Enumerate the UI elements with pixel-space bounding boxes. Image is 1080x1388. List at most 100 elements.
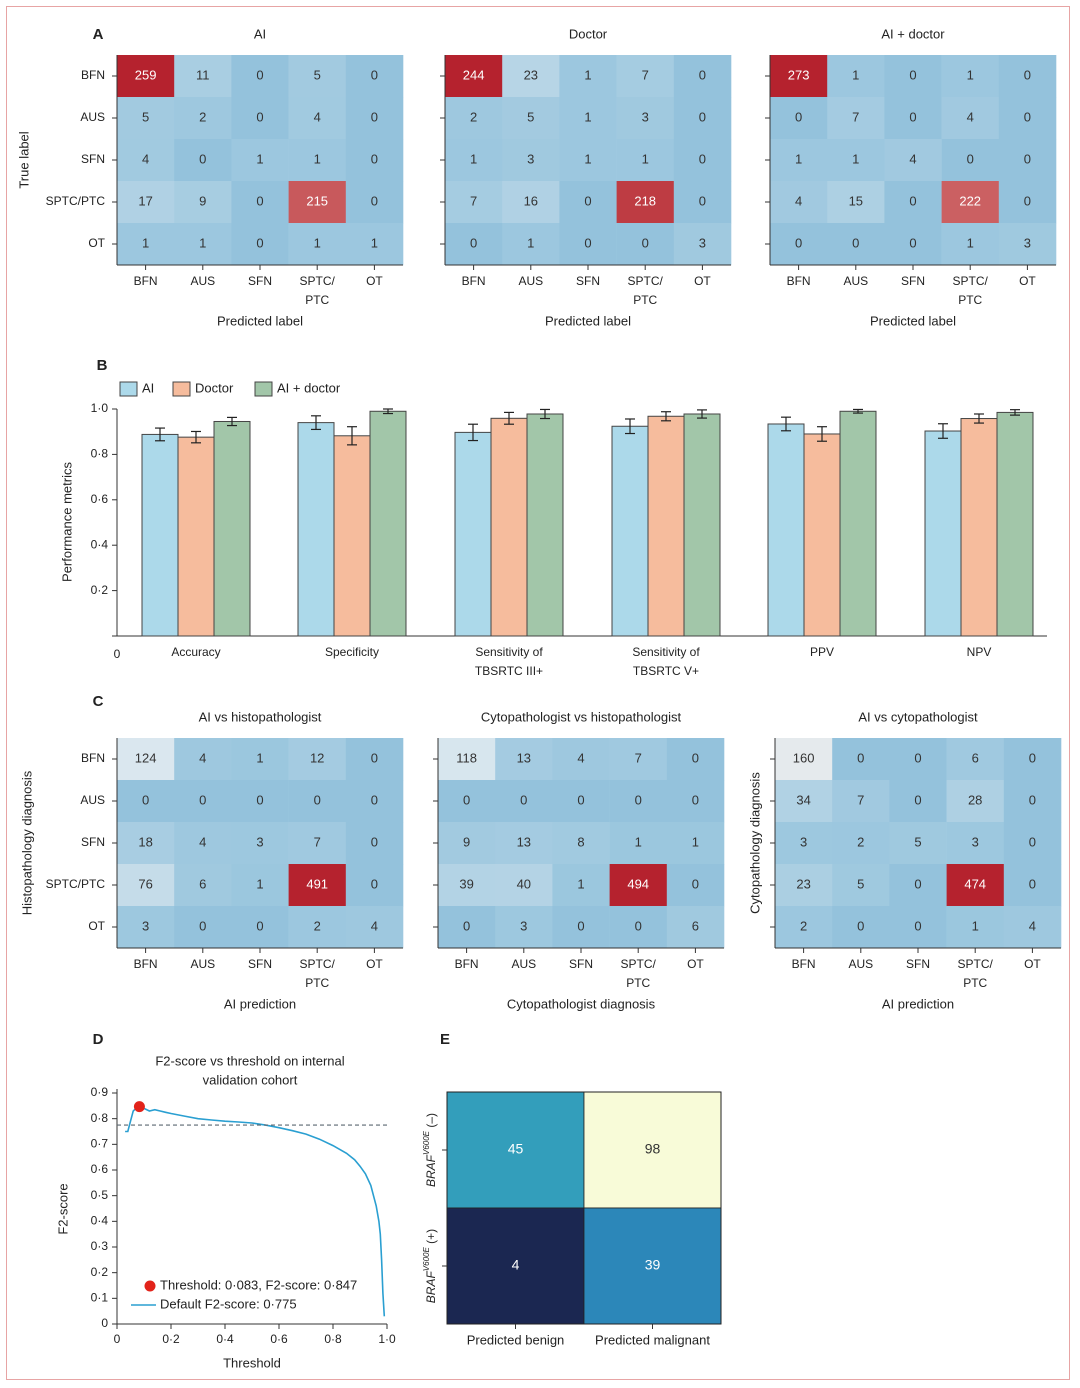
legend-swatch (119, 381, 138, 397)
heatmap-cell (288, 55, 347, 98)
heatmap-cell (673, 139, 732, 182)
bar (611, 425, 649, 637)
cell-value: 4 (199, 750, 206, 765)
cell-value: 1 (967, 235, 974, 250)
cell-value: 0 (1029, 834, 1036, 849)
heatmap-cell (345, 822, 404, 865)
cell-value: 7 (852, 109, 859, 124)
cell-value: 11 (196, 67, 210, 82)
heatmap-cell (673, 97, 732, 140)
cell-value: 1 (795, 151, 802, 166)
heatmap-cell (288, 906, 347, 949)
y-axis-label: Cytopathology diagnosis (747, 772, 762, 914)
heatmap-cell (946, 864, 1005, 907)
x-tick-label: OT (687, 957, 704, 971)
x-tick-label: BFN (787, 274, 811, 288)
heatmap-cell (288, 738, 347, 781)
cell-value: 7 (635, 750, 642, 765)
heatmap-cell (832, 864, 890, 907)
cell-value: 15 (849, 193, 863, 208)
cell-value: 118 (456, 750, 477, 765)
heatmap-cell (889, 864, 947, 907)
heatmap-cell (609, 738, 668, 781)
cell-value: 1 (852, 151, 859, 166)
heatmap-cell (559, 181, 617, 224)
heatmap-cell (438, 738, 496, 781)
y-tick-label: SPTC/PTC (46, 194, 106, 208)
heatmap-cell (666, 864, 725, 907)
heatmap-cell (231, 864, 289, 907)
heatmap-cell (941, 55, 1000, 98)
cell-value: 3 (699, 235, 706, 250)
legend-label: Doctor (195, 380, 234, 395)
heatmap-cell (616, 223, 675, 266)
cell-value: 4 (967, 109, 974, 124)
cell-value: 1 (314, 235, 321, 250)
y-axis-label: Performance metrics (59, 462, 74, 582)
heatmap-cell (552, 822, 610, 865)
cell-value: 16 (524, 193, 538, 208)
cell-value: 3 (527, 151, 534, 166)
cell-value: 2 (470, 109, 477, 124)
cell-value: 1 (314, 151, 321, 166)
cell-value: 0 (371, 67, 378, 82)
cell-value: 1 (577, 876, 584, 891)
cell-value: 5 (914, 834, 921, 849)
panel-letter: D (93, 1031, 104, 1048)
cell-value: 0 (635, 792, 642, 807)
cell-value: 7 (314, 834, 321, 849)
cell-value: 0 (577, 792, 584, 807)
cell-value: 1 (584, 109, 591, 124)
heatmap-cell (445, 139, 503, 182)
cell-value: 0 (967, 151, 974, 166)
cell-value: 6 (972, 750, 979, 765)
cell-value: 0 (699, 67, 706, 82)
cell-value: 0 (371, 193, 378, 208)
cell-value: 6 (692, 918, 699, 933)
cell-value: 6 (199, 876, 206, 891)
heatmap-cell (583, 1207, 722, 1325)
heatmap-cell (998, 55, 1057, 98)
x-tick-label: PPV (810, 645, 834, 659)
cell-value: 0 (699, 193, 706, 208)
bar (177, 436, 215, 637)
cell-value: 0 (371, 109, 378, 124)
cell-value: 0 (857, 750, 864, 765)
cell-value: 1 (256, 876, 263, 891)
cell-value: 4 (199, 834, 206, 849)
heatmap-cell (174, 139, 232, 182)
x-tick-label: SPTC/ (300, 957, 336, 971)
heatmap-cell (889, 738, 947, 781)
cell-value: 1 (371, 235, 378, 250)
heatmap-cell (174, 223, 232, 266)
heatmap-cell (288, 822, 347, 865)
heatmap-cell (174, 906, 232, 949)
legend-label: AI + doctor (277, 380, 341, 395)
cell-value: 18 (138, 834, 152, 849)
heatmap-cell (117, 780, 175, 823)
heatmap-cell (832, 738, 890, 781)
heatmap-title: Cytopathologist vs histopathologist (481, 709, 682, 724)
x-tick-label: Specificity (325, 645, 379, 659)
panel-letter: C (93, 693, 104, 710)
heatmap-cell (231, 139, 289, 182)
cell-value: 0 (692, 750, 699, 765)
matrix-border (446, 1091, 722, 1325)
heatmap-cell (770, 97, 828, 140)
heatmap-cell (174, 97, 232, 140)
x-tick-label: PTC (958, 293, 982, 307)
heatmap-cell (174, 864, 232, 907)
cell-value: 17 (138, 193, 152, 208)
x-tick-label: BFN (134, 274, 158, 288)
x-tick-label: PTC (305, 976, 329, 990)
cell-value: 4 (1029, 918, 1036, 933)
cell-value: 3 (142, 918, 149, 933)
bar (297, 422, 335, 637)
heatmap-cell (666, 822, 725, 865)
cell-value: 1 (692, 834, 699, 849)
y-tick-label: 0·1 (91, 1291, 109, 1305)
cell-value: 0 (692, 876, 699, 891)
cell-value: 34 (796, 792, 810, 807)
x-axis-label: Predicted label (217, 313, 303, 328)
cell-value: 0 (1024, 67, 1031, 82)
